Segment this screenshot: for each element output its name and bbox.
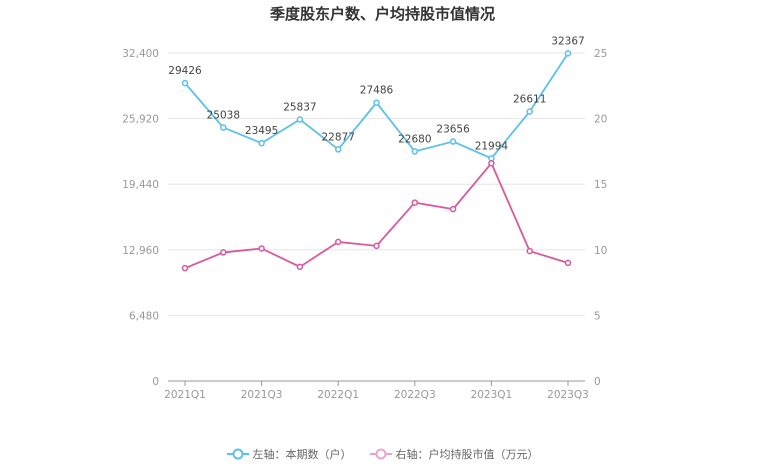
data-label: 29426 (168, 65, 202, 77)
data-label: 25837 (283, 101, 316, 113)
x-axis-tick: 2023Q1 (471, 389, 513, 401)
left-axis-tick: 0 (152, 376, 159, 388)
data-label: 27486 (360, 85, 394, 97)
chart-title: 季度股东户数、户均持股市值情况 (269, 5, 495, 23)
data-point[interactable] (411, 148, 419, 155)
x-axis-tick: 2021Q1 (164, 389, 206, 401)
data-label: 26611 (513, 94, 546, 106)
data-point[interactable] (220, 249, 227, 256)
data-point[interactable] (526, 247, 533, 255)
right-axis-tick: 5 (594, 310, 601, 322)
legend: 左轴：本期数（户） 右轴：户均持股市值（万元） (0, 446, 765, 462)
data-point[interactable] (411, 199, 419, 206)
data-label: 22877 (321, 131, 354, 143)
data-point[interactable] (488, 159, 495, 167)
right-axis-tick: 15 (594, 179, 607, 191)
data-point[interactable] (334, 238, 342, 246)
data-label: 23656 (436, 124, 470, 136)
data-point[interactable] (220, 124, 227, 131)
data-point[interactable] (564, 259, 572, 267)
data-label: 22680 (398, 133, 431, 145)
x-axis-tick: 2022Q3 (394, 389, 436, 401)
data-point[interactable] (258, 139, 265, 147)
data-point[interactable] (258, 245, 265, 252)
circle-line-icon (369, 448, 392, 460)
legend-label-right: 右轴：户均持股市值（万元） (395, 448, 539, 461)
series-line (184, 161, 569, 270)
legend-item-left-axis[interactable]: 左轴：本期数（户） (226, 446, 352, 462)
legend-item-right-axis[interactable]: 右轴：户均持股市值（万元） (369, 446, 539, 462)
right-axis-tick: 10 (594, 245, 607, 257)
data-point[interactable] (564, 50, 572, 57)
data-label: 21994 (475, 140, 509, 152)
left-axis-tick: 32,400 (122, 48, 159, 60)
right-axis-tick: 0 (594, 376, 601, 388)
data-label: 23495 (245, 125, 278, 137)
left-axis-tick: 25,920 (122, 114, 159, 126)
legend-label-left: 左轴：本期数（户） (252, 448, 352, 461)
data-point[interactable] (296, 116, 304, 123)
x-axis-tick: 2022Q1 (317, 389, 359, 401)
x-axis-tick: 2021Q3 (241, 389, 283, 401)
right-axis-tick: 20 (594, 114, 607, 126)
data-point[interactable] (181, 79, 189, 87)
data-point[interactable] (296, 263, 304, 271)
data-point[interactable] (373, 99, 380, 106)
data-point[interactable] (373, 242, 380, 250)
circle-line-icon (226, 448, 249, 460)
data-label: 25038 (207, 110, 240, 122)
data-label: 32367 (551, 35, 584, 47)
data-point[interactable] (181, 264, 189, 272)
left-axis-tick: 12,960 (122, 245, 159, 257)
data-point[interactable] (449, 138, 457, 145)
data-point[interactable] (526, 108, 533, 115)
right-axis-tick: 25 (594, 48, 607, 60)
data-point[interactable] (334, 146, 342, 153)
x-axis-tick: 2023Q3 (547, 389, 589, 401)
left-axis-tick: 6,480 (129, 310, 159, 322)
data-point[interactable] (449, 205, 457, 213)
left-axis-tick: 19,440 (122, 179, 159, 191)
